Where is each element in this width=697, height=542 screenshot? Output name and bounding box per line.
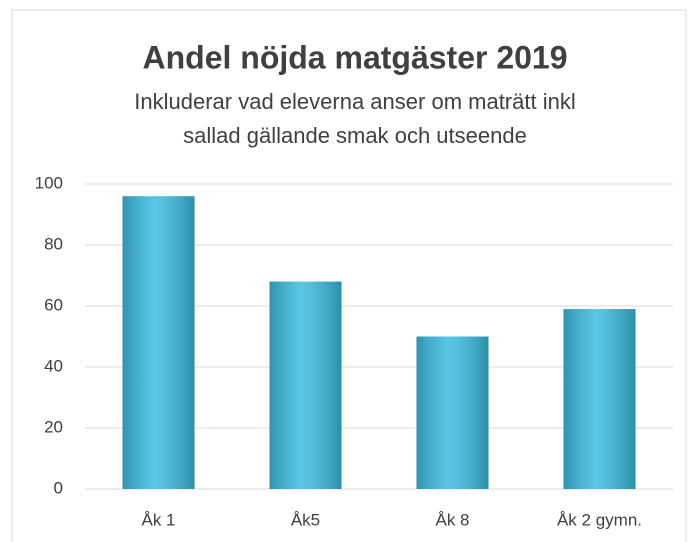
- y-tick-label: 80: [44, 234, 63, 253]
- y-tick-label: 40: [44, 356, 63, 375]
- y-tick-label: 0: [54, 478, 63, 497]
- x-tick-label: Åk5: [291, 510, 320, 529]
- chart-subtitle: sallad gällande smak och utseende: [183, 123, 527, 148]
- x-tick-label: Åk 1: [141, 510, 175, 529]
- y-tick-label: 20: [44, 417, 63, 436]
- bar: [416, 336, 489, 489]
- x-tick-label: Åk 2 gymn.: [557, 510, 642, 529]
- bar: [563, 309, 636, 489]
- x-tick-label: Åk 8: [435, 510, 469, 529]
- chart-title: Andel nöjda matgäster 2019: [142, 39, 567, 75]
- bar: [122, 196, 195, 489]
- y-tick-label: 60: [44, 295, 63, 314]
- bar: [269, 281, 342, 489]
- chart-subtitle: Inkluderar vad eleverna anser om maträtt…: [134, 89, 575, 114]
- y-tick-label: 100: [35, 173, 63, 192]
